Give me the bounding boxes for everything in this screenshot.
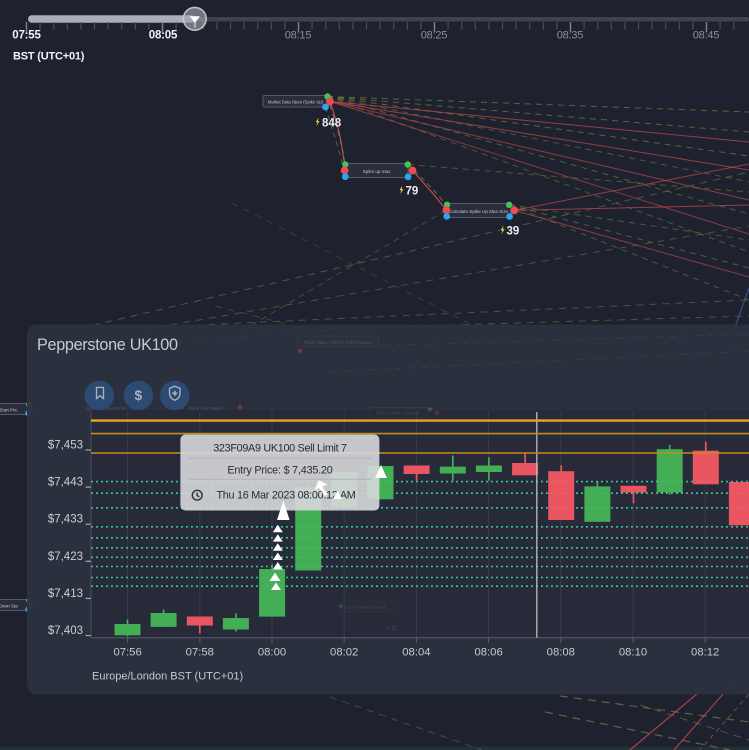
- svg-text:08:12: 08:12: [691, 647, 719, 659]
- svg-text:Spike Up Start Price: Spike Up Start Price: [86, 406, 127, 411]
- svg-text:+ 0: + 0: [385, 624, 397, 633]
- svg-text:08:06: 08:06: [474, 647, 502, 659]
- svg-text:$7,433: $7,433: [48, 514, 83, 526]
- svg-text:$7,403: $7,403: [48, 625, 83, 637]
- svg-text:08:45: 08:45: [693, 30, 720, 42]
- svg-text:Market Data Open (Spike Up): Market Data Open (Spike Up): [268, 100, 324, 105]
- svg-text:08:35: 08:35: [557, 30, 584, 42]
- svg-text:08:15: 08:15: [285, 30, 312, 42]
- svg-text:$7,413: $7,413: [48, 588, 83, 600]
- svg-text:Entry Price: $ 7,435.20: Entry Price: $ 7,435.20: [227, 465, 332, 477]
- svg-text:Place Sell Trades: Place Sell Trades: [188, 406, 224, 411]
- svg-text:Buy Position Opened: Buy Position Opened: [344, 605, 387, 610]
- svg-text:08:04: 08:04: [402, 647, 430, 659]
- svg-text:Spike up max: Spike up max: [363, 169, 392, 174]
- svg-text:08:00: 08:00: [258, 647, 286, 659]
- svg-text:08:10: 08:10: [619, 647, 647, 659]
- svg-text:Pepperstone UK100: Pepperstone UK100: [37, 336, 178, 354]
- svg-text:Calculate Spike Up Max Size: Calculate Spike Up Max Size: [449, 209, 509, 214]
- svg-text:$: $: [135, 388, 143, 403]
- svg-text:Thu 16 Mar 2023 08:00:12 AM: Thu 16 Mar 2023 08:00:12 AM: [216, 490, 355, 502]
- svg-text:Europe/London BST (UTC+01): Europe/London BST (UTC+01): [92, 671, 243, 683]
- svg-text:08:25: 08:25: [421, 30, 448, 42]
- svg-text:$7,423: $7,423: [48, 551, 83, 563]
- svg-text:be Up Start Pric: be Up Start Pric: [0, 407, 18, 412]
- svg-text:07:58: 07:58: [186, 647, 214, 659]
- svg-text:79: 79: [406, 186, 419, 198]
- svg-text:08:08: 08:08: [547, 647, 575, 659]
- svg-text:07:56: 07:56: [113, 647, 141, 659]
- svg-text:BST (UTC+01): BST (UTC+01): [13, 51, 85, 63]
- svg-text:Sell Position Opened: Sell Position Opened: [376, 411, 419, 416]
- svg-text:Spike Down Sta: Spike Down Sta: [0, 603, 18, 608]
- svg-text:08:05: 08:05: [149, 30, 178, 42]
- svg-text:$7,453: $7,453: [48, 440, 83, 452]
- svg-text:39: 39: [507, 226, 520, 238]
- svg-text:$7,443: $7,443: [48, 477, 83, 489]
- svg-text:07:55: 07:55: [12, 30, 41, 42]
- svg-text:08:02: 08:02: [330, 647, 358, 659]
- svg-text:323F09A9 UK100 Sell Limit 7: 323F09A9 UK100 Sell Limit 7: [213, 443, 347, 455]
- svg-text:Place Take Profit for Sell Pos: Place Take Profit for Sell Positions: [304, 340, 373, 345]
- svg-text:848: 848: [322, 118, 342, 130]
